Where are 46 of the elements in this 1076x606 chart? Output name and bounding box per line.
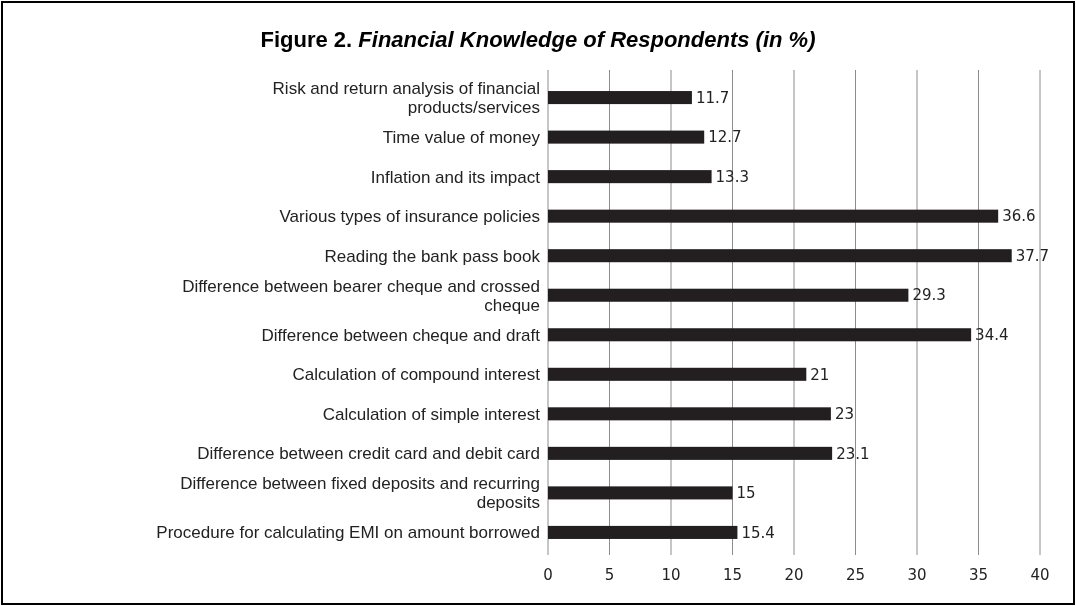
- bar: [548, 288, 909, 302]
- y-tick-label: Difference between bearer cheque and crossed cheque: [182, 276, 540, 315]
- y-tick-label: Calculation of compound interest: [292, 365, 541, 385]
- y-tick-label: Difference between cheque and draft: [261, 325, 541, 345]
- x-tick-label: 40: [1030, 566, 1050, 584]
- data-label: 37.7: [1015, 246, 1050, 265]
- data-label: 23.1: [836, 444, 870, 463]
- data-label: 11.7: [695, 88, 730, 107]
- x-tick-label: 5: [604, 566, 615, 584]
- data-label: 15.4: [741, 523, 775, 542]
- x-tick-label: 30: [907, 566, 927, 584]
- bar: [548, 91, 692, 105]
- x-tick-label: 25: [845, 566, 866, 584]
- bar: [548, 209, 999, 223]
- bar: [548, 328, 972, 342]
- y-tick-label: Risk and return analysis of financial products/services: [272, 79, 540, 118]
- data-label: 36.6: [1002, 207, 1036, 226]
- bar: [548, 486, 733, 500]
- bar: [548, 407, 831, 421]
- y-tick-label: Procedure for calculating EMI on amount borrowed: [156, 523, 540, 543]
- data-label: 29.3: [912, 286, 946, 305]
- bar: [548, 367, 807, 381]
- bar: [548, 525, 738, 539]
- x-tick-label: 0: [543, 566, 553, 584]
- y-tick-label: Difference between fixed deposits and recurring deposits: [180, 474, 540, 513]
- bar: [548, 130, 705, 144]
- bar: [548, 249, 1012, 263]
- y-tick-label: Various types of insurance policies: [279, 207, 540, 227]
- x-tick-label: 35: [968, 566, 989, 584]
- y-tick-label: Reading the bank pass book: [324, 246, 541, 266]
- bar: [548, 170, 712, 184]
- bar: [548, 446, 833, 460]
- data-label: 15: [736, 484, 756, 503]
- data-label: 12.7: [708, 128, 742, 147]
- x-tick-label: 10: [661, 566, 681, 584]
- y-tick-label: Difference between credit card and debit card: [197, 444, 540, 464]
- data-label: 21: [810, 365, 830, 384]
- data-label: 13.3: [715, 167, 749, 186]
- x-tick-label: 15: [722, 566, 743, 584]
- data-label: 34.4: [975, 326, 1009, 345]
- data-label: 23: [834, 405, 854, 424]
- y-tick-label: Inflation and its impact: [370, 167, 541, 187]
- chart-title: Figure 2. Financial Knowledge of Respondents (in %): [260, 27, 816, 52]
- x-tick-label: 20: [784, 566, 804, 584]
- y-tick-label: Time value of money: [382, 128, 541, 148]
- y-tick-label: Calculation of simple interest: [322, 404, 541, 424]
